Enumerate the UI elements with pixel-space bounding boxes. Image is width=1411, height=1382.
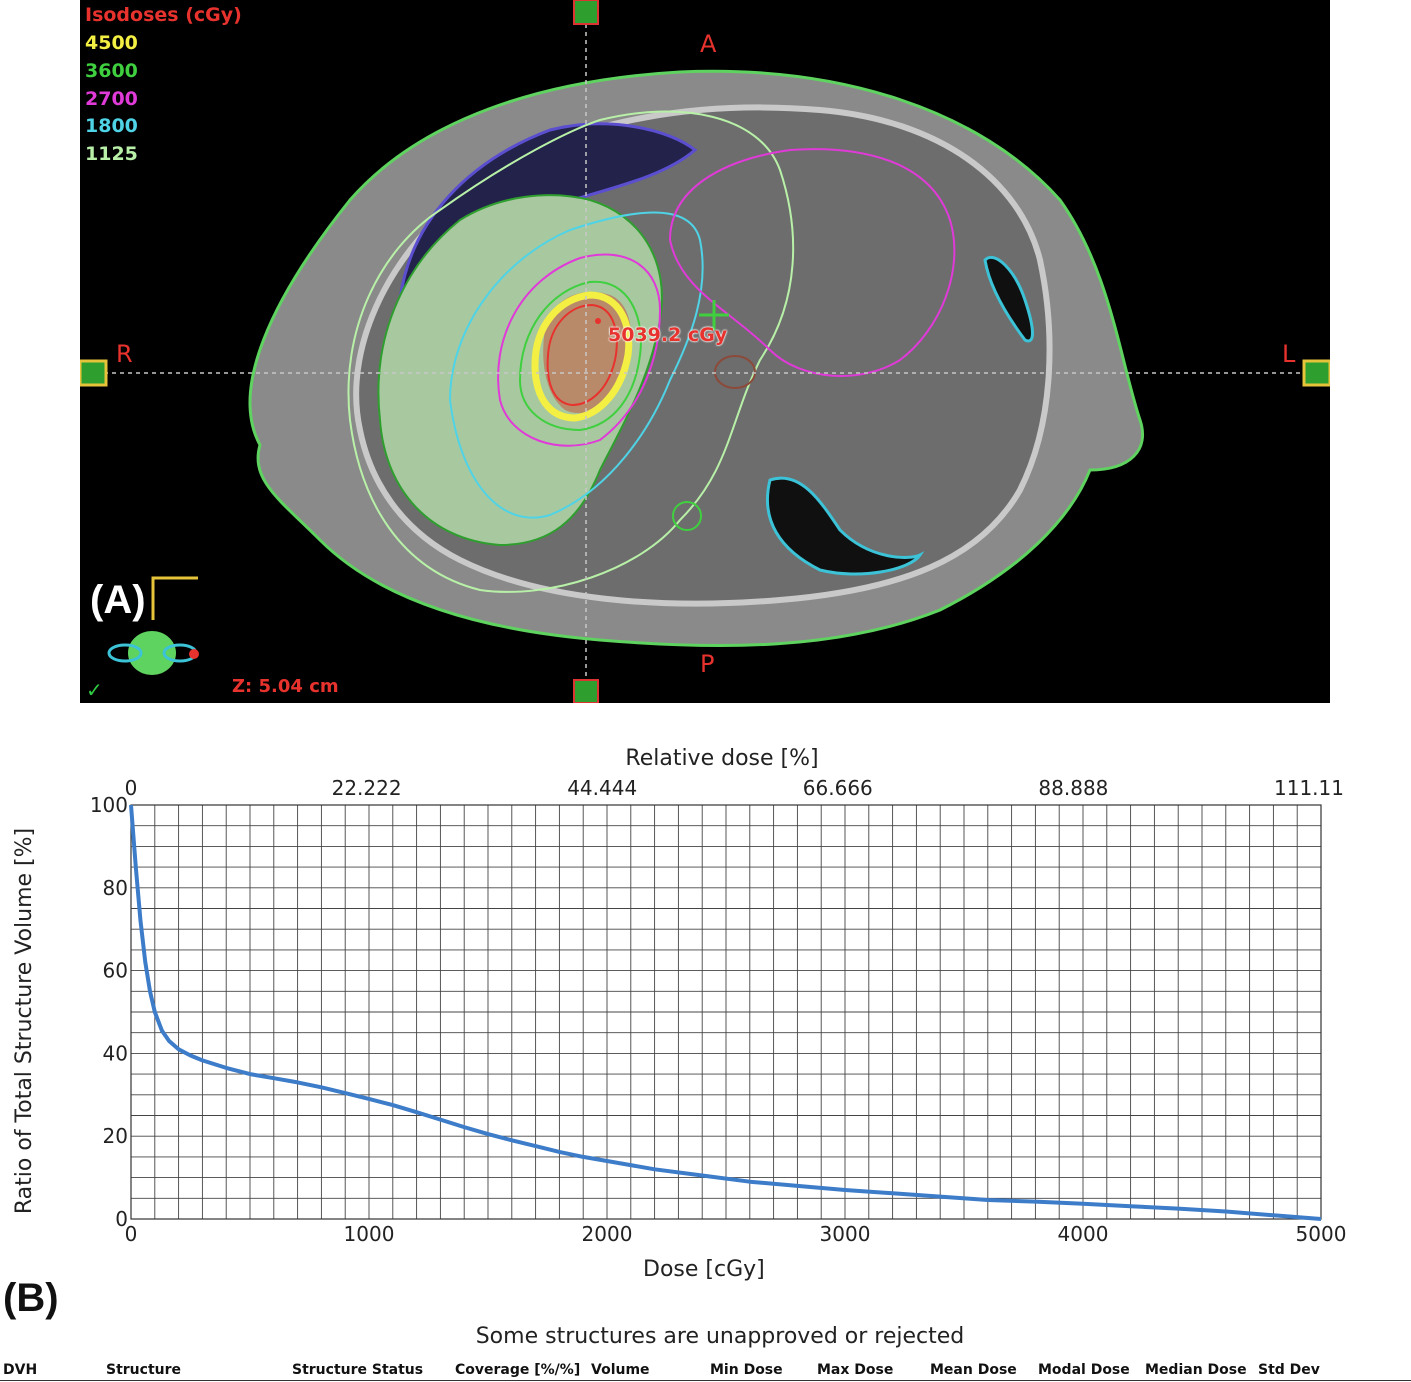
- status-check-icon: ✓: [86, 678, 103, 702]
- y-tick-label: 20: [103, 1124, 128, 1148]
- x-tick-label: 3000: [820, 1222, 871, 1246]
- col-min-dose[interactable]: Min Dose: [710, 1362, 783, 1378]
- panel-b-label: (B): [3, 1276, 59, 1320]
- col-max-dose[interactable]: Max Dose: [817, 1362, 894, 1378]
- top-axis-tick-label: 111.11: [1274, 776, 1344, 800]
- isodose-3600-line: [518, 280, 642, 432]
- isodose-1125-line: [347, 110, 795, 593]
- orientation-marker: [189, 649, 199, 659]
- orientation-arm-left: [107, 643, 143, 663]
- top-axis-tick-label: 44.444: [567, 776, 637, 800]
- x-tick-label: 5000: [1296, 1222, 1347, 1246]
- top-axis-label: Relative dose [%]: [625, 746, 818, 771]
- bottom-edge-marker[interactable]: [573, 679, 599, 703]
- left-edge-marker[interactable]: [80, 359, 108, 387]
- y-tick-label: 40: [103, 1041, 128, 1065]
- isodose-legend-1800: 1800: [85, 115, 138, 137]
- y-tick-label: 80: [103, 876, 128, 900]
- x-tick-label: 1000: [344, 1222, 395, 1246]
- col-mean-dose[interactable]: Mean Dose: [930, 1362, 1017, 1378]
- dvh-chart: 0 1000 2000 3000 4000 5000 0 20 40 60 80 100 0 22.2…: [12, 746, 1347, 1282]
- table-header-rule: [0, 1380, 1411, 1381]
- isodose-legend-3600: 3600: [85, 60, 138, 82]
- col-structure[interactable]: Structure: [106, 1362, 182, 1378]
- top-edge-marker[interactable]: [573, 0, 599, 25]
- y-tick-label: 100: [90, 793, 128, 817]
- col-structure-status[interactable]: Structure Status: [292, 1362, 424, 1378]
- y-tick-label: 0: [115, 1207, 128, 1231]
- max-dose-point: [595, 318, 601, 324]
- isodose-legend-2700: 2700: [85, 88, 138, 110]
- lung-left-lateral: [983, 256, 1034, 343]
- z-position-readout: Z: 5.04 cm: [232, 676, 339, 697]
- col-volume[interactable]: Volume: [591, 1362, 650, 1378]
- dvh-series-line: [129, 804, 1322, 1221]
- top-axis-tick-label: 88.888: [1038, 776, 1108, 800]
- ct-image-panel[interactable]: Isodoses (cGy) 4500 3600 2700 1800 1125 …: [80, 0, 1330, 703]
- top-axis-ticks: 0 22.222 44.444 66.666 88.888 111.11: [125, 776, 1344, 800]
- isodose-legend-4500: 4500: [85, 32, 138, 54]
- structure-warning-text: Some structures are unapproved or reject…: [475, 1324, 965, 1349]
- max-dose-readout: 5039.2 cGy: [608, 324, 728, 346]
- chart-grid: [131, 805, 1321, 1219]
- isodose-4500-line: [531, 291, 633, 422]
- top-axis-tick-label: 0: [125, 776, 138, 800]
- spinal-cord-contour: [672, 501, 702, 531]
- isodose-1800-line: [448, 211, 704, 519]
- cursor-cross-icon: [699, 300, 729, 330]
- aorta-contour: [714, 355, 756, 389]
- x-axis-label: Dose [cGy]: [643, 1257, 765, 1282]
- y-tick-label: 60: [103, 959, 128, 983]
- right-edge-marker[interactable]: [1302, 359, 1330, 387]
- x-tick-label: 2000: [582, 1222, 633, 1246]
- y-axis-ticks: 0 20 40 60 80 100: [90, 793, 128, 1231]
- x-tick-label: 4000: [1058, 1222, 1109, 1246]
- ct-axial-slice[interactable]: [80, 0, 1330, 703]
- y-axis-label: Ratio of Total Structure Volume [%]: [12, 828, 37, 1214]
- col-dvh[interactable]: DVH: [3, 1362, 38, 1378]
- plot-area-frame: [130, 804, 1322, 1220]
- dvh-table-header: DVH Structure Structure Status Coverage …: [0, 1362, 1411, 1382]
- ptv-structure: [543, 291, 632, 414]
- orientation-left-label: L: [1282, 340, 1296, 368]
- top-axis-tick-label: 66.666: [803, 776, 873, 800]
- orientation-axes-icon: [151, 576, 198, 620]
- isodose-2700-line: [497, 253, 662, 447]
- lung-left-posterior: [765, 476, 925, 576]
- col-modal-dose[interactable]: Modal Dose: [1038, 1362, 1130, 1378]
- orientation-anterior-label: A: [700, 30, 717, 58]
- panel-a-label: (A): [90, 578, 146, 622]
- x-axis-ticks: 0 1000 2000 3000 4000 5000: [125, 1222, 1347, 1246]
- top-axis-tick-label: 22.222: [332, 776, 402, 800]
- isodose-legend-title: Isodoses (cGy): [85, 4, 242, 26]
- col-std-dev[interactable]: Std Dev: [1258, 1362, 1320, 1378]
- orientation-posterior-label: P: [700, 650, 715, 678]
- x-tick-label: 0: [125, 1222, 138, 1246]
- isodose-5000-line: [546, 303, 618, 407]
- isodose-2700-heart-line: [668, 148, 956, 377]
- col-median-dose[interactable]: Median Dose: [1145, 1362, 1247, 1378]
- orientation-right-label: R: [116, 340, 133, 368]
- col-coverage[interactable]: Coverage [%/%]: [455, 1362, 581, 1378]
- patient-orientation-icon: [128, 631, 176, 675]
- isodose-legend-1125: 1125: [85, 143, 138, 165]
